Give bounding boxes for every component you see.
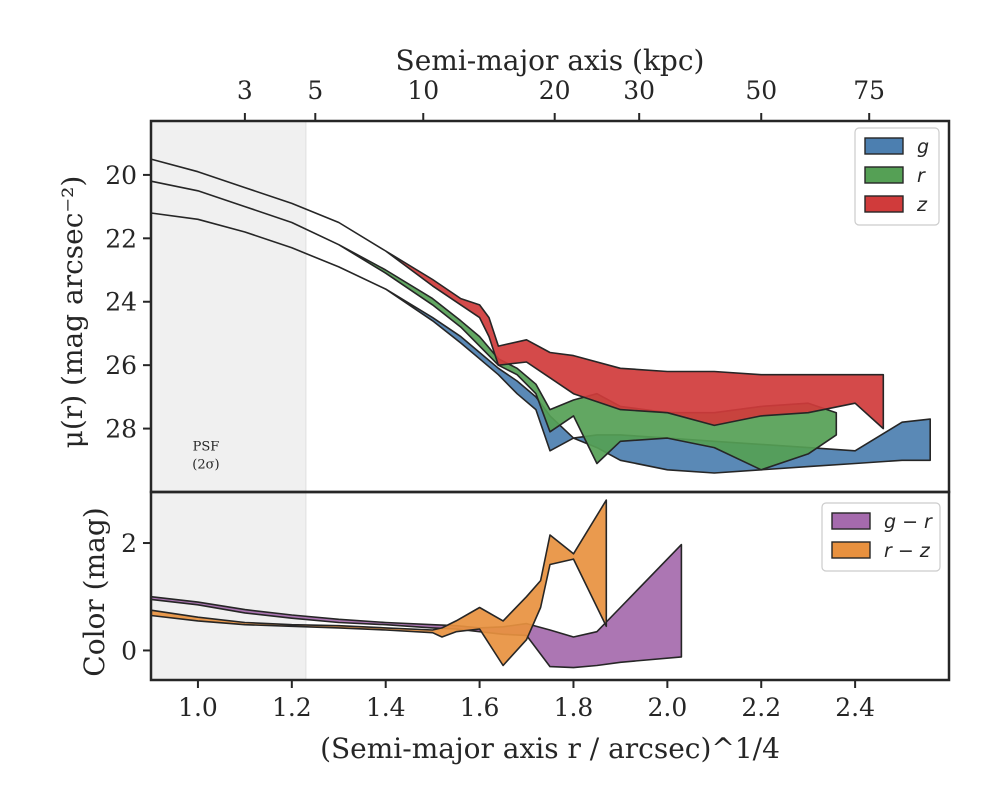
y-tick-label: 24 xyxy=(105,288,137,317)
top-y-axis-title: μ(r) (mag arcsec⁻²) xyxy=(56,176,89,449)
color-y-tick-label: 0 xyxy=(121,636,137,665)
kpc-tick-label: 30 xyxy=(623,76,655,105)
mu-band-g xyxy=(150,212,932,474)
kpc-tick-label: 10 xyxy=(407,76,439,105)
mu-band-r xyxy=(150,180,838,471)
bottom-panel-frame xyxy=(149,490,951,682)
legend-color: g − r r − z xyxy=(821,502,941,572)
x-tick-label: 1.8 xyxy=(554,693,594,722)
y-tick-label: 20 xyxy=(105,161,137,190)
psf-shaded-region xyxy=(150,120,307,493)
legend-surface-brightness: grz xyxy=(854,127,940,226)
y-tick-label: 22 xyxy=(105,224,137,253)
legend-swatch xyxy=(831,541,871,559)
x-tick-label: 2.2 xyxy=(741,693,781,722)
mu-band-z xyxy=(150,158,885,430)
legend-swatch xyxy=(864,195,904,213)
bottom-x-axis-title: (Semi-major axis r / arcsec)^1/4 xyxy=(320,732,780,765)
x-tick-label: 1.2 xyxy=(272,693,312,722)
x-tick-label: 2.0 xyxy=(647,693,687,722)
bottom-y-axis-title: Color (mag) xyxy=(78,507,111,676)
x-tick-label: 1.6 xyxy=(460,693,500,722)
kpc-tick-label: 5 xyxy=(307,76,323,105)
color-y-tick-label: 2 xyxy=(121,529,137,558)
legend-label: z xyxy=(916,194,928,216)
legend-label: g − r xyxy=(884,511,933,533)
y-tick-label: 28 xyxy=(105,415,137,444)
kpc-tick-label: 75 xyxy=(853,76,885,105)
legend-label: r xyxy=(917,165,926,187)
axis-ticks: 20 22 24 26 28 0 2 1.0 1.2 1.4 1.6 1.8 2.0 2.2 2.4 3 5 10… xyxy=(105,76,885,722)
legend-swatch xyxy=(864,137,904,155)
x-tick-label: 1.0 xyxy=(178,693,218,722)
kpc-tick-label: 3 xyxy=(237,76,253,105)
x-tick-label: 1.4 xyxy=(366,693,406,722)
legend-swatch xyxy=(864,166,904,184)
color-band-rz xyxy=(150,499,608,667)
legend-swatch xyxy=(831,512,871,530)
psf-annotation-label: PSF xyxy=(193,439,220,454)
top-axis-title: Semi-major axis (kpc) xyxy=(396,44,705,77)
color-series xyxy=(150,499,683,669)
psf-shaded-region-color xyxy=(150,491,307,681)
legend-label: g xyxy=(917,136,929,158)
kpc-tick-label: 50 xyxy=(745,76,777,105)
y-tick-label: 26 xyxy=(105,351,137,380)
kpc-tick-label: 20 xyxy=(539,76,571,105)
x-tick-label: 2.4 xyxy=(835,693,875,722)
surface-brightness-series xyxy=(150,158,932,474)
color-band-gr xyxy=(150,543,683,669)
legend-label: r − z xyxy=(884,540,931,562)
psf-annotation-sigma: (2σ) xyxy=(192,457,219,472)
